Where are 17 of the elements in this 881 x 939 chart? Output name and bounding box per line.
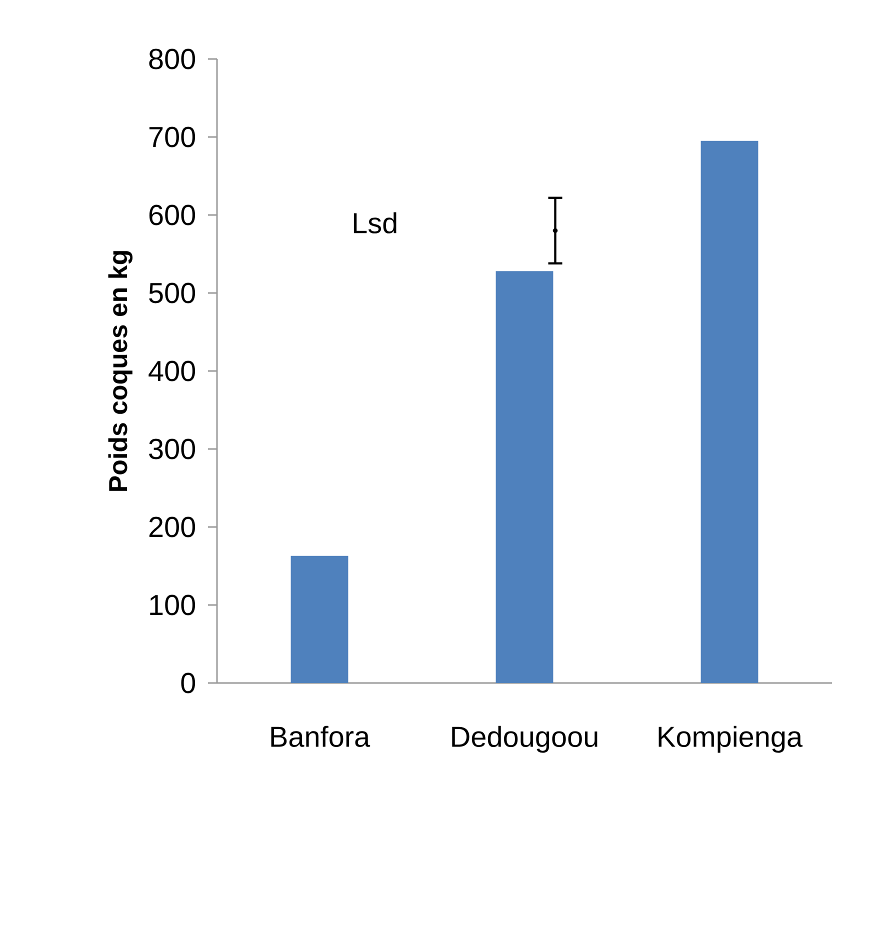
y-tick-label: 400: [148, 360, 196, 382]
y-tick-label: 200: [149, 516, 196, 538]
y-tick-label: 800: [149, 48, 196, 70]
y-axis-title: Poids coques en kg: [108, 251, 133, 491]
y-tick-label: 0: [181, 672, 196, 694]
x-tick-label: Dedougoou: [452, 726, 598, 753]
y-tick-label: 300: [149, 438, 196, 460]
y-tick-label: 600: [149, 204, 196, 226]
y-tick-label: 100: [150, 594, 196, 616]
x-tick-label: Kompienga: [658, 726, 803, 753]
x-tick-label: Banfora: [271, 726, 370, 748]
bar: [496, 271, 554, 683]
annotation: Lsd: [354, 212, 396, 234]
bar: [290, 556, 348, 683]
y-tick-label: 500: [149, 282, 196, 304]
y-tick-label: 700: [149, 126, 196, 148]
bar: [700, 140, 758, 683]
